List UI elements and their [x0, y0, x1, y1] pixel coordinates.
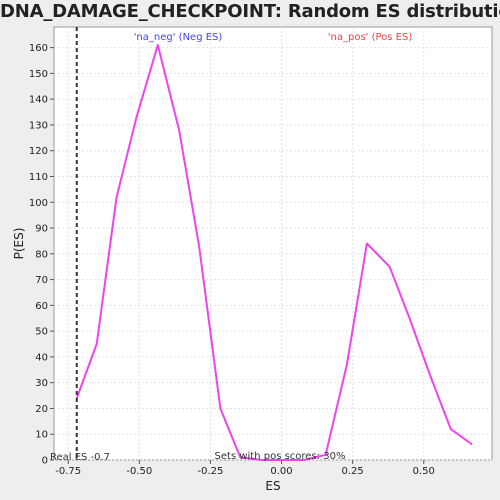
x-tick-label: -0.50	[126, 466, 152, 477]
x-tick-label: 0.00	[270, 466, 292, 477]
y-tick-label: 10	[35, 430, 48, 441]
annotations: 'na_neg' (Neg ES) 'na_pos' (Pos ES) Sets w…	[50, 27, 412, 463]
y-tick-label: 150	[29, 69, 48, 80]
y-tick-label: 80	[35, 249, 48, 260]
y-tick-label: 20	[35, 404, 48, 415]
y-tick-label: 140	[29, 95, 48, 106]
pos-scores-label: Sets with pos scores: 30%	[215, 451, 346, 462]
x-tick-label: 0.50	[413, 466, 435, 477]
x-tick-label: 0.25	[342, 466, 364, 477]
chart-title: DNA_DAMAGE_CHECKPOINT: Random ES distrib…	[0, 1, 500, 22]
y-tick-label: 30	[35, 378, 48, 389]
y-axis-title: P(ES)	[12, 228, 26, 260]
y-tick-label: 130	[29, 120, 48, 131]
x-axis-title: ES	[265, 479, 280, 493]
pos-es-label: 'na_pos' (Pos ES)	[328, 32, 413, 43]
y-tick-label: 160	[29, 43, 48, 54]
y-tick-label: 70	[35, 275, 48, 286]
y-tick-label: 110	[29, 172, 48, 183]
axes: 0 10 20 30 40 50 60 70 80 90 100 110 120 130 140 150 160…	[12, 43, 435, 493]
y-tick-label: 60	[35, 301, 48, 312]
x-tick-label: -0.25	[197, 466, 223, 477]
y-tick-label: 40	[35, 352, 48, 363]
x-tick-label: -0.75	[55, 466, 81, 477]
real-es-label: Real ES -0.7	[50, 452, 110, 463]
series-line	[75, 44, 473, 461]
neg-es-label: 'na_neg' (Neg ES)	[134, 32, 223, 43]
y-tick-label: 50	[35, 327, 48, 338]
y-tick-label: 90	[35, 224, 48, 235]
grid	[54, 27, 492, 461]
plot-area	[53, 26, 493, 461]
series-layer	[75, 44, 473, 461]
y-tick-label: 120	[29, 146, 48, 157]
y-tick-label: 0	[42, 456, 48, 467]
y-tick-label: 100	[29, 198, 48, 209]
